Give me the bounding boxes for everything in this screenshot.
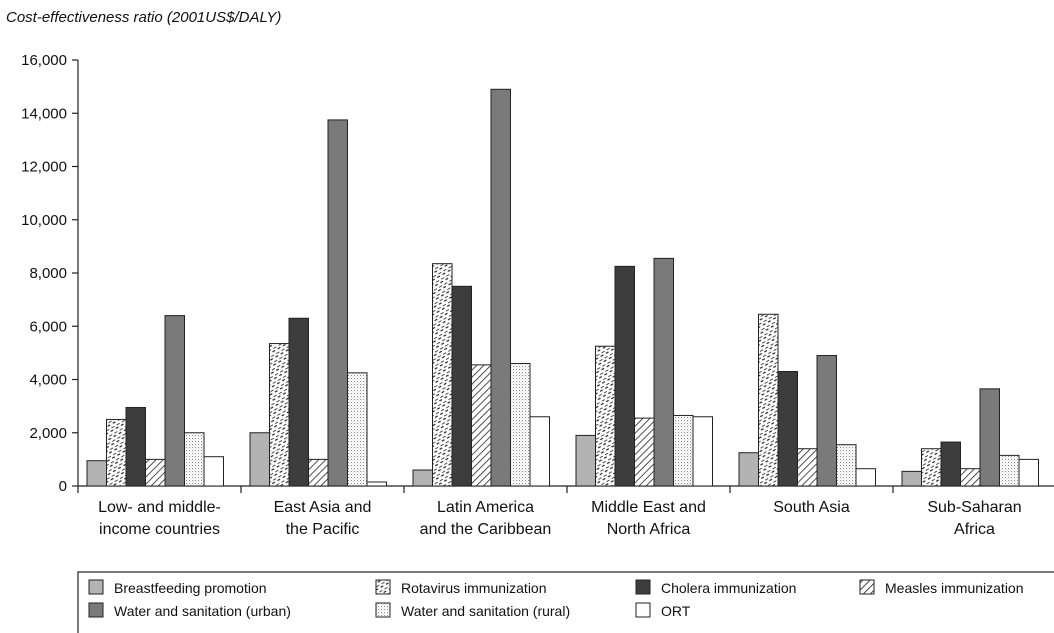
bar — [106, 418, 127, 487]
legend-label: Cholera immunization — [661, 580, 796, 596]
bar — [308, 458, 329, 487]
y-tick-label: 8,000 — [29, 265, 67, 282]
legend-label: ORT — [661, 603, 691, 619]
legend-swatch — [859, 579, 875, 595]
bar — [184, 432, 205, 487]
bar — [1018, 458, 1039, 487]
legend-swatch — [88, 579, 104, 595]
bar — [366, 481, 387, 487]
bar — [634, 417, 655, 487]
legend-label: Measles immunization — [885, 580, 1024, 596]
bar — [758, 313, 779, 487]
bar — [451, 285, 472, 487]
x-category-label: Latin America and the Caribbean — [420, 499, 552, 538]
y-tick-label: 16,000 — [21, 52, 67, 69]
bar — [999, 454, 1020, 487]
y-tick-label: 6,000 — [29, 318, 67, 335]
bar — [145, 458, 166, 487]
y-tick-label: 12,000 — [21, 159, 67, 176]
x-category-label: Low- and middle-income countries — [98, 499, 221, 538]
bar — [529, 416, 550, 487]
bar — [901, 470, 922, 487]
bar — [203, 456, 224, 487]
bar — [614, 265, 635, 487]
bar — [738, 452, 759, 487]
bar — [288, 317, 309, 487]
x-category-label: East Asia and the Pacific — [274, 499, 372, 538]
y-axis-title: Cost-effectiveness ratio (2001US$/DALY) — [6, 9, 281, 26]
bar — [816, 355, 837, 487]
bar — [86, 460, 107, 487]
bar — [836, 444, 857, 487]
x-axis: Low- and middle-income countries East Asi… — [77, 485, 1054, 538]
bar — [797, 448, 818, 487]
bar — [347, 372, 368, 487]
y-tick-label: 2,000 — [29, 425, 67, 442]
bar — [575, 434, 596, 487]
bar — [164, 315, 185, 487]
legend-label: Water and sanitation (rural) — [401, 603, 570, 619]
bar — [125, 406, 146, 487]
y-tick-label: 0 — [59, 478, 67, 495]
bar — [653, 257, 674, 487]
bar — [490, 88, 511, 487]
y-tick-label: 14,000 — [21, 105, 67, 122]
legend-box — [77, 571, 1054, 633]
x-category-label: Middle East and North Africa — [591, 499, 706, 538]
legend-swatch — [635, 579, 651, 595]
bar — [921, 448, 942, 487]
bar — [673, 414, 694, 487]
legend-swatch — [375, 602, 391, 618]
bar — [432, 263, 453, 487]
bar — [960, 468, 981, 487]
x-category-label: South Asia — [773, 499, 850, 516]
bar — [269, 343, 290, 487]
legend-swatch — [635, 602, 651, 618]
legend-swatch — [88, 602, 104, 618]
y-tick-label: 4,000 — [29, 372, 67, 389]
bar — [327, 119, 348, 487]
bar — [692, 416, 713, 487]
bar — [412, 469, 433, 487]
bar — [940, 441, 961, 487]
legend-label: Rotavirus immunization — [401, 580, 547, 596]
bar — [249, 432, 270, 487]
bar — [595, 345, 616, 487]
y-axis: 0 2,000 4,000 6,000 8,000 10,000 12,000 14,000 1… — [21, 52, 79, 495]
legend-swatch — [375, 579, 391, 595]
bar — [510, 363, 531, 487]
legend: Breastfeeding promotion Rotavirus immuniz… — [77, 571, 1054, 633]
bar — [471, 364, 492, 487]
x-category-label: Sub-Saharan Africa — [927, 499, 1021, 538]
bar — [777, 371, 798, 487]
bar — [855, 468, 876, 487]
bar — [979, 388, 1000, 487]
legend-label: Breastfeeding promotion — [114, 580, 267, 596]
y-tick-label: 10,000 — [21, 212, 67, 229]
legend-label: Water and sanitation (urban) — [114, 603, 291, 619]
bars — [86, 88, 1039, 487]
